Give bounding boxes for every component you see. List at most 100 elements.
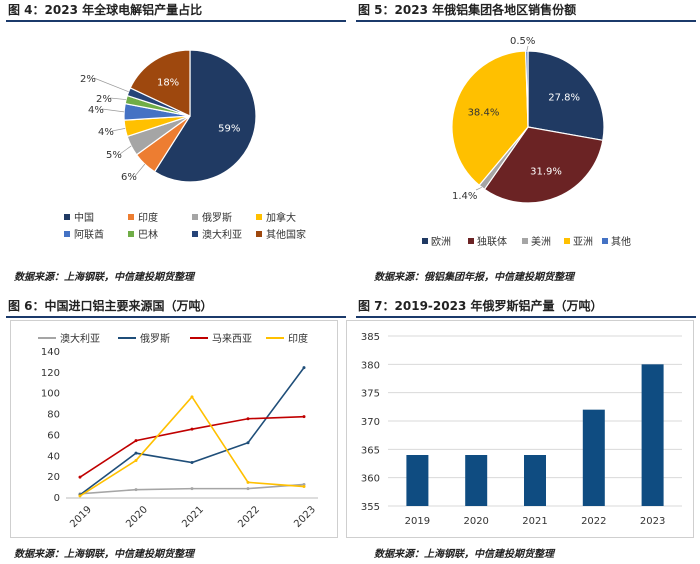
fig6-series-2-point-1: [134, 439, 138, 443]
fig5-leader-line-2: [475, 187, 482, 191]
fig5-legend-swatch-2: [522, 238, 528, 244]
fig5-source: 数据来源：俄铝集团年报，中信建投期货整理: [374, 272, 574, 283]
fig6-series-2-point-2: [190, 427, 194, 431]
fig7-frame: [346, 320, 694, 538]
fig6-legend-label: 俄罗斯: [140, 332, 170, 345]
fig6-y-tick-label: 100: [41, 389, 60, 400]
fig5-slice-0: [527, 50, 605, 141]
fig6-series-2-point-0: [78, 475, 82, 479]
fig4-legend-swatch-0: [64, 214, 70, 220]
fig4-title: 图 4：2023 年全球电解铝产量占比: [6, 0, 346, 22]
fig4-leader-line-6: [93, 77, 129, 93]
fig7-y-tick-label: 370: [361, 417, 380, 428]
fig4-legend-swatch-6: [192, 231, 198, 237]
fig5-chart: 27.8% 31.9% 1.4% 38.4% 0.5% 欧洲 独联体 美洲 亚洲 其他: [422, 36, 631, 248]
fig7-bar-0: [406, 455, 429, 506]
fig6-series-3-point-3: [246, 480, 250, 484]
fig6-title: 图 6：中国进口铝主要来源国（万吨）: [6, 296, 346, 318]
fig4-data-label: 59%: [218, 123, 240, 134]
fig4-leader-line-5: [109, 97, 127, 100]
fig6-y-tick-label: 120: [41, 368, 60, 379]
fig6-series-0-point-1: [134, 488, 138, 492]
fig6-y-tick-label: 60: [47, 430, 60, 441]
fig6-series-1-point-1: [134, 451, 138, 455]
fig7-chart: 355 360 365 370 375 380 385 2019 2020 2021 2022 202…: [361, 332, 682, 527]
fig6-series-line-1: [79, 367, 305, 496]
fig4-legend-swatch-2: [192, 214, 198, 220]
fig6-chart: 0 20 40 60 80 100 120 140 2019 2020 2021 2022 2023 澳大…: [38, 332, 318, 530]
fig7-bar-4: [641, 364, 664, 506]
fig6-y-tick-label: 0: [54, 493, 60, 504]
fig6-series-3-point-1: [134, 458, 138, 462]
fig5-legend-swatch-3: [564, 238, 570, 244]
fig5-panel: 图 5：2023 年俄铝集团各地区销售份额: [356, 0, 696, 22]
fig6-legend-label: 印度: [288, 332, 308, 345]
fig5-data-label: 31.9%: [530, 167, 562, 178]
fig6-series-3-point-2: [190, 395, 194, 399]
fig4-legend-swatch-3: [256, 214, 262, 220]
fig4-data-label: 4%: [88, 105, 104, 116]
fig4-data-label: 2%: [80, 74, 96, 85]
fig7-y-tick-label: 355: [361, 502, 380, 513]
fig5-legend-swatch-1: [468, 238, 474, 244]
fig6-series-0-point-3: [246, 487, 250, 491]
fig5-legend-label: 美洲: [531, 235, 551, 248]
fig4-leader-line-3: [111, 128, 126, 132]
fig6-series-1-point-2: [190, 461, 194, 465]
fig7-x-tick-label: 2020: [463, 516, 488, 527]
fig7-x-tick-label: 2021: [522, 516, 547, 527]
fig7-y-tick-label: 360: [361, 474, 380, 485]
fig4-legend-label: 中国: [74, 211, 94, 224]
fig4-legend-label: 阿联酋: [74, 228, 104, 241]
fig6-y-tick-label: 20: [47, 472, 60, 483]
fig5-legend-label: 独联体: [477, 235, 507, 248]
fig7-y-tick-label: 365: [361, 445, 380, 456]
fig4-legend-label: 巴林: [138, 228, 158, 241]
fig5-title: 图 5：2023 年俄铝集团各地区销售份额: [356, 0, 696, 22]
fig4-panel: 图 4：2023 年全球电解铝产量占比: [6, 0, 346, 22]
fig6-x-tick-label: 2022: [236, 504, 262, 530]
fig7-bar-1: [465, 455, 488, 506]
fig5-data-label: 0.5%: [510, 36, 535, 47]
fig7-y-tick-label: 375: [361, 389, 380, 400]
fig6-y-tick-label: 40: [47, 451, 60, 462]
fig4-leader-line-1: [134, 163, 146, 177]
fig7-y-tick-label: 380: [361, 360, 380, 371]
fig6-series-0-point-2: [190, 487, 194, 491]
fig6-x-tick-label: 2021: [180, 504, 206, 530]
fig7-x-tick-label: 2022: [581, 516, 606, 527]
fig4-legend-swatch-5: [128, 231, 134, 237]
fig7-bar-3: [582, 409, 605, 506]
fig4-data-label: 6%: [121, 172, 137, 183]
fig4-leader-line-2: [119, 145, 132, 155]
fig6-panel: 图 6：中国进口铝主要来源国（万吨）: [6, 296, 346, 318]
fig7-title: 图 7：2019-2023 年俄罗斯铝产量（万吨）: [356, 296, 696, 318]
fig6-series-3-point-4: [302, 485, 306, 489]
fig5-slice-3: [451, 50, 529, 187]
fig6-legend-label: 马来西亚: [212, 333, 252, 345]
fig6-series-line-2: [79, 415, 305, 478]
fig7-y-tick-label: 385: [361, 332, 380, 343]
fig4-legend-label: 印度: [138, 211, 158, 224]
fig6-series-2-point-3: [246, 417, 250, 421]
fig7-x-tick-label: 2019: [405, 516, 430, 527]
fig4-slice-0: [153, 49, 257, 183]
fig6-legend-label: 澳大利亚: [60, 332, 100, 345]
fig4-legend-label: 俄罗斯: [202, 211, 232, 224]
fig6-y-tick-label: 80: [47, 410, 60, 421]
fig6-series-1-point-4: [302, 366, 306, 370]
fig6-series-2-point-4: [302, 415, 306, 419]
fig6-x-tick-label: 2020: [124, 504, 150, 530]
fig4-legend-swatch-4: [64, 231, 70, 237]
fig6-frame: [10, 320, 338, 538]
fig7-bar-2: [524, 455, 546, 506]
fig6-x-tick-label: 2023: [292, 504, 318, 530]
fig7-source: 数据来源：上海钢联，中信建投期货整理: [374, 549, 554, 560]
fig4-legend-label: 加拿大: [266, 211, 296, 224]
fig4-data-label: 5%: [106, 150, 122, 161]
fig5-data-label: 1.4%: [452, 191, 477, 202]
fig5-legend-label: 其他: [611, 235, 631, 248]
fig4-data-label: 4%: [98, 127, 114, 138]
fig4-legend-label: 其他国家: [266, 228, 306, 241]
